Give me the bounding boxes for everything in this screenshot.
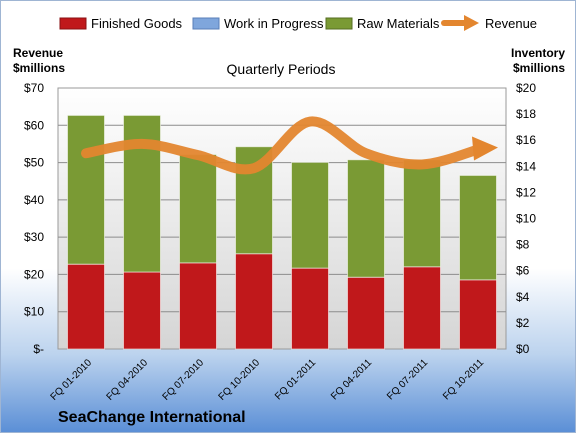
right-axis-title-line1: Inventory	[511, 46, 565, 60]
right-tick-label: $0	[516, 342, 530, 356]
left-axis-title-line2: $millions	[13, 61, 65, 75]
right-tick-label: $6	[516, 264, 530, 278]
category-label: FQ 04-2011	[329, 357, 374, 402]
bar-finished-goods	[180, 263, 217, 349]
category-label: FQ 04-2010	[105, 357, 151, 403]
right-tick-label: $4	[516, 290, 530, 304]
plot-area: $- $10 $20 $30 $40 $50 $60 $70 $0 $2 $4 $6 $8 $10 $12 $…	[24, 81, 536, 403]
left-tick-label: $10	[24, 305, 44, 319]
legend-finished-goods: Finished Goods	[91, 16, 183, 31]
bar-raw-materials	[68, 115, 105, 264]
right-tick-label: $8	[516, 238, 530, 252]
left-tick-label: $50	[24, 156, 44, 170]
category-label: FQ 10-2011	[441, 357, 486, 402]
bar-finished-goods	[348, 277, 385, 349]
bar-finished-goods	[68, 264, 105, 349]
bar-raw-materials	[124, 115, 161, 272]
legend-swatch-work-in-progress	[193, 18, 219, 29]
left-tick-label: $20	[24, 267, 44, 281]
left-axis-title-line1: Revenue	[13, 46, 63, 60]
left-tick-label: $40	[24, 193, 44, 207]
right-tick-label: $10	[516, 212, 536, 226]
right-tick-label: $14	[516, 159, 536, 173]
left-tick-label: $70	[24, 81, 44, 95]
right-tick-label: $16	[516, 133, 536, 147]
bar-finished-goods	[236, 254, 273, 349]
bar-raw-materials	[348, 160, 385, 277]
left-tick-label: $60	[24, 118, 44, 132]
bar-raw-materials	[180, 155, 217, 263]
bar-finished-goods	[124, 272, 161, 349]
left-tick-label: $30	[24, 230, 44, 244]
legend-raw-materials: Raw Materials	[357, 16, 440, 31]
category-label: FQ 01-2010	[49, 357, 95, 403]
category-label: FQ 01-2011	[273, 357, 318, 402]
legend-revenue: Revenue	[485, 16, 537, 31]
right-tick-label: $20	[516, 81, 536, 95]
right-tick-label: $18	[516, 107, 536, 121]
legend: Finished Goods Work in Progress Raw Mate…	[60, 15, 537, 31]
bar-finished-goods	[292, 268, 329, 349]
right-tick-label: $2	[516, 316, 530, 330]
legend-work-in-progress: Work in Progress	[224, 16, 324, 31]
bar-raw-materials	[460, 175, 497, 279]
left-tick-label: $-	[33, 342, 44, 356]
category-label: FQ 10-2010	[217, 357, 263, 403]
legend-arrow-revenue	[464, 15, 479, 31]
right-tick-label: $12	[516, 185, 536, 199]
company-name: SeaChange International	[58, 409, 246, 426]
right-axis-title-line2: $millions	[513, 61, 565, 75]
category-label: FQ 07-2010	[161, 357, 207, 403]
bar-finished-goods	[460, 280, 497, 349]
bar-finished-goods	[404, 267, 441, 349]
category-label: FQ 07-2011	[385, 357, 430, 402]
bar-raw-materials	[292, 162, 329, 268]
legend-swatch-finished-goods	[60, 18, 86, 29]
plot-title: Quarterly Periods	[227, 61, 336, 77]
legend-swatch-raw-materials	[326, 18, 352, 29]
bar-raw-materials	[404, 160, 441, 267]
